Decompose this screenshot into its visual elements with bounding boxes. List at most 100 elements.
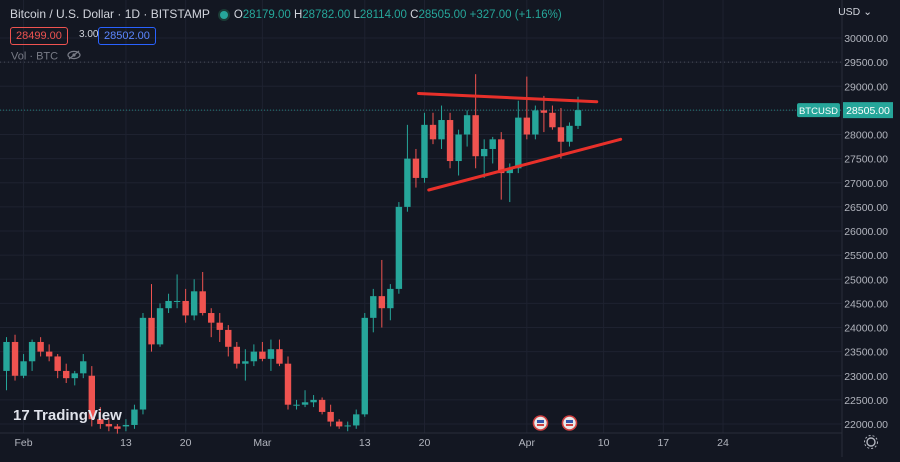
symbol-header: Bitcoin / U.S. Dollar · 1D · BITSTAMP O28… — [10, 7, 562, 21]
watermark-text: TradingView — [33, 407, 122, 424]
candle-body[interactable] — [28, 341, 36, 362]
candle-body[interactable] — [242, 361, 249, 364]
price-tick-label: 22500.00 — [844, 395, 888, 407]
candle-body[interactable] — [353, 414, 360, 426]
candle-body[interactable] — [71, 373, 78, 379]
candle-body[interactable] — [463, 115, 471, 135]
candle-body[interactable] — [267, 349, 275, 359]
candle-body[interactable] — [429, 124, 437, 140]
candle-body[interactable] — [549, 112, 556, 128]
candle-body[interactable] — [404, 158, 411, 207]
price-tick-label: 27000.00 — [844, 178, 888, 190]
candle-body[interactable] — [259, 351, 266, 359]
eye-hidden-icon[interactable] — [67, 50, 81, 63]
candle-body[interactable] — [11, 341, 19, 376]
candle-body[interactable] — [139, 317, 147, 410]
candle-body[interactable] — [80, 361, 87, 374]
price-tick-label: 24000.00 — [844, 323, 888, 335]
candle-body[interactable] — [378, 296, 386, 309]
candle-body[interactable] — [20, 361, 27, 376]
trendline[interactable] — [416, 91, 599, 104]
candle-body[interactable] — [208, 313, 215, 323]
candle-body[interactable] — [199, 291, 206, 314]
candle-body[interactable] — [557, 127, 565, 142]
candle-body[interactable] — [105, 424, 113, 427]
candle-body[interactable] — [515, 117, 522, 169]
currency-selector[interactable]: USD ⌄ — [838, 6, 872, 18]
candle-body[interactable] — [165, 300, 172, 309]
candle-body[interactable] — [301, 402, 309, 405]
time-tick-label: 10 — [598, 437, 610, 449]
price-tick-label: 27500.00 — [844, 154, 888, 166]
candle-body[interactable] — [318, 399, 326, 412]
candle-body[interactable] — [387, 288, 394, 309]
close-key: C — [410, 9, 419, 21]
candle-body[interactable] — [45, 351, 53, 357]
buy-price-button[interactable]: 28502.00 — [98, 27, 156, 45]
candle-body[interactable] — [225, 329, 232, 347]
candle-body[interactable] — [574, 110, 582, 126]
price-tick-label: 26500.00 — [844, 202, 888, 214]
candle-body[interactable] — [97, 419, 104, 424]
ohlc-values: O28179.00 H28782.00 L28114.00 C28505.00 … — [234, 9, 562, 21]
candle-body[interactable] — [190, 291, 198, 316]
currency-label: USD — [838, 6, 861, 18]
candle-body[interactable] — [532, 110, 539, 135]
candle-body[interactable] — [310, 399, 317, 403]
candle-body[interactable] — [284, 363, 292, 405]
candle-body[interactable] — [114, 426, 121, 429]
candle-body[interactable] — [148, 317, 155, 345]
candle-body[interactable] — [276, 349, 283, 364]
candle-body[interactable] — [523, 117, 531, 135]
candle-body[interactable] — [131, 409, 138, 425]
candle-body[interactable] — [421, 124, 428, 178]
candle-body[interactable] — [446, 120, 454, 162]
candle-body[interactable] — [182, 300, 189, 316]
candle-body[interactable] — [506, 168, 513, 174]
candle-body[interactable] — [566, 125, 573, 142]
candle-body[interactable] — [156, 308, 164, 345]
trendline[interactable] — [427, 137, 623, 192]
candle-body[interactable] — [63, 370, 70, 379]
candle-body[interactable] — [498, 139, 505, 174]
candle-body[interactable] — [250, 351, 258, 362]
high-key: H — [293, 9, 303, 21]
candle-body[interactable] — [233, 346, 241, 364]
candle-body[interactable] — [472, 115, 479, 157]
time-tick-label: Feb — [15, 437, 33, 449]
time-tick-label: 20 — [419, 437, 431, 449]
candle-body[interactable] — [361, 317, 368, 415]
candle-body[interactable] — [216, 322, 223, 330]
candle-body[interactable] — [327, 411, 334, 422]
candle-body[interactable] — [438, 120, 445, 140]
candle-body[interactable] — [395, 206, 403, 289]
price-tick-label: 28000.00 — [844, 130, 888, 142]
candle-body[interactable] — [370, 296, 377, 318]
candle-body[interactable] — [37, 341, 44, 352]
time-tick-label: 13 — [120, 437, 132, 449]
candle-body[interactable] — [344, 425, 351, 427]
symbol-title[interactable]: Bitcoin / U.S. Dollar · 1D · BITSTAMP — [10, 7, 210, 21]
price-tick-label: 29000.00 — [844, 81, 888, 93]
candle-body[interactable] — [293, 404, 300, 406]
candle-body[interactable] — [173, 300, 181, 302]
sell-price-button[interactable]: 28499.00 — [10, 27, 68, 45]
candle-body[interactable] — [540, 110, 548, 113]
candle-body[interactable] — [122, 424, 130, 427]
time-tick-label: 24 — [717, 437, 729, 449]
flag-stripe-icon — [565, 420, 573, 423]
candle-body[interactable] — [88, 375, 95, 420]
candle-body[interactable] — [335, 421, 343, 427]
time-tick-label: Mar — [253, 437, 272, 449]
candle-body[interactable] — [54, 356, 61, 371]
settings-gear-icon[interactable] — [866, 437, 876, 447]
symbol-price-tag: BTCUSD — [799, 106, 838, 117]
candle-body[interactable] — [3, 341, 10, 371]
flag-stripe-icon — [536, 420, 544, 423]
candle-body[interactable] — [480, 148, 488, 157]
candle-body[interactable] — [455, 134, 462, 162]
candle-body[interactable] — [412, 158, 420, 178]
candle-body[interactable] — [489, 139, 496, 149]
